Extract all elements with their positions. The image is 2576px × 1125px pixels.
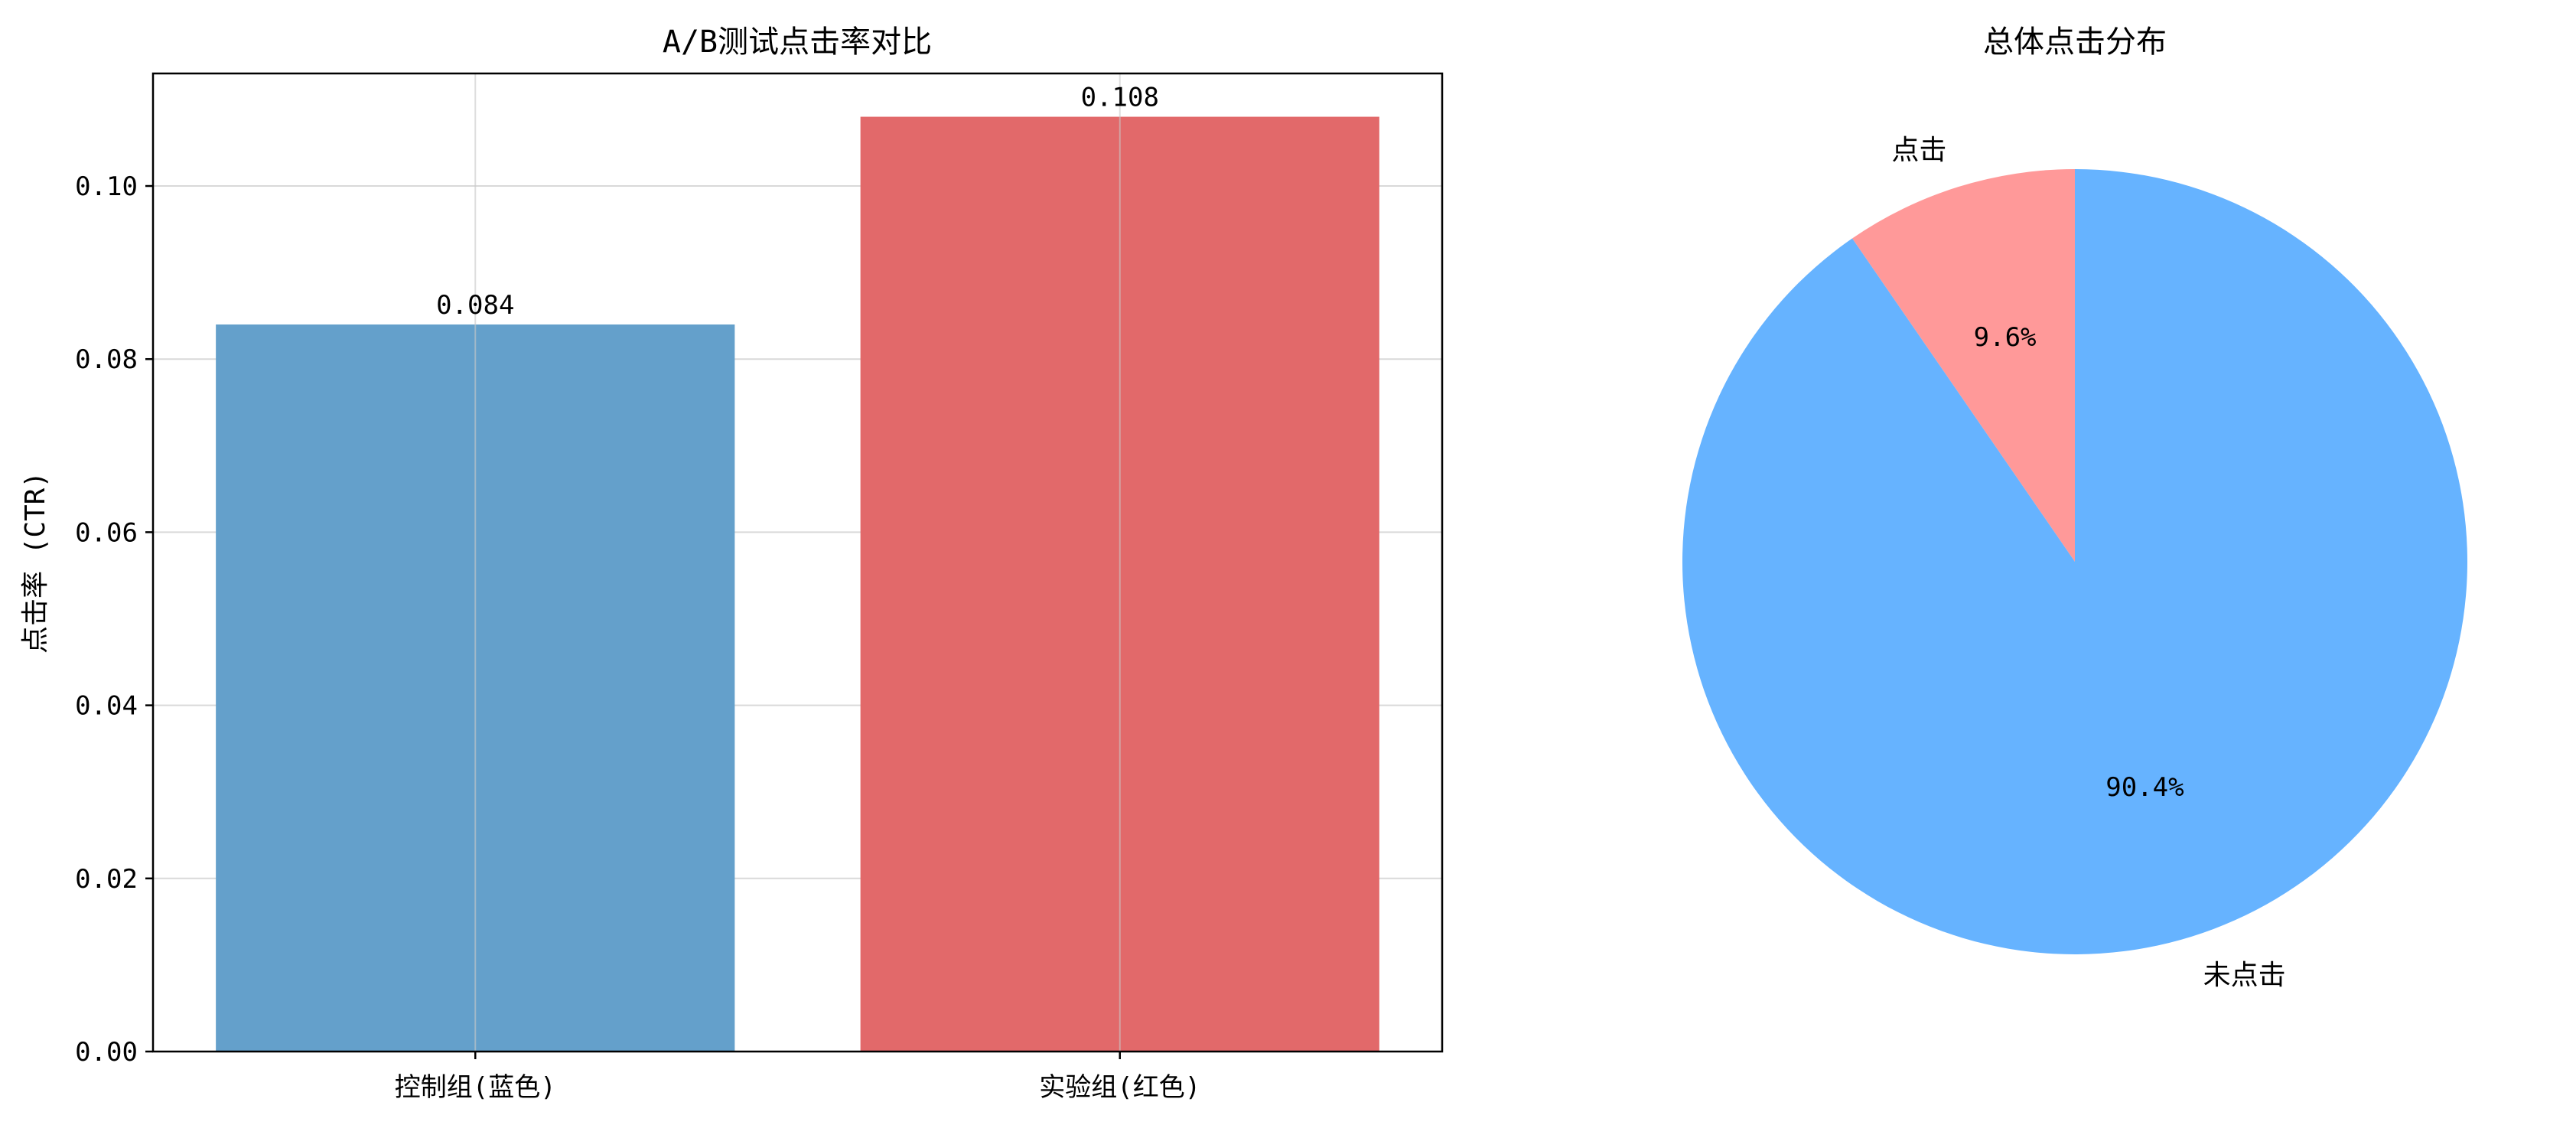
bar-value-label: 0.084	[436, 290, 514, 321]
pie-slice	[1682, 169, 2467, 954]
y-tick-label: 0.08	[75, 344, 138, 375]
pie-slice-percent: 90.4%	[2105, 772, 2184, 803]
pie-chart-labels: 点击 9.6% 未点击 90.4%	[1891, 135, 2285, 991]
bar-chart-y-ticks: 0.00 0.02 0.04 0.06 0.08 0.10	[75, 171, 153, 1068]
pie-slice-label: 未点击	[2203, 960, 2286, 991]
x-tick-label: 控制组(蓝色)	[395, 1072, 556, 1103]
bar-chart-value-labels: 0.084 0.108	[436, 83, 1159, 321]
bar-chart-frame	[151, 72, 1444, 1053]
bar-chart-bars	[216, 116, 1379, 1052]
pie-slice	[1851, 169, 2075, 562]
y-tick-label: 0.10	[75, 171, 138, 202]
pie-chart: 总体点击分布 点击 9.6% 未点击 90.4%	[1682, 24, 2467, 991]
bar-chart-x-ticks: 控制组(蓝色) 实验组(红色)	[395, 1052, 1200, 1103]
y-tick-label: 0.00	[75, 1037, 138, 1068]
bar-chart: A/B测试点击率对比 0.00 0.02 0.04 0.06 0.08 0.10 控制组(…	[20, 24, 1444, 1103]
pie-slice-percent: 9.6%	[1974, 322, 2037, 353]
bar-chart-title: A/B测试点击率对比	[663, 24, 932, 60]
bar-chart-y-axis-label: 点击率 (CTR)	[20, 471, 51, 654]
y-tick-label: 0.06	[75, 517, 138, 548]
x-tick-label: 实验组(红色)	[1039, 1072, 1200, 1103]
pie-chart-slices	[1682, 169, 2467, 954]
bar-chart-vertical-grid	[474, 73, 1121, 1052]
y-tick-label: 0.04	[75, 691, 138, 722]
bar-value-label: 0.108	[1081, 83, 1159, 113]
pie-slice-label: 点击	[1891, 135, 1946, 166]
pie-chart-title: 总体点击分布	[1983, 24, 2167, 60]
y-tick-label: 0.02	[75, 864, 138, 895]
